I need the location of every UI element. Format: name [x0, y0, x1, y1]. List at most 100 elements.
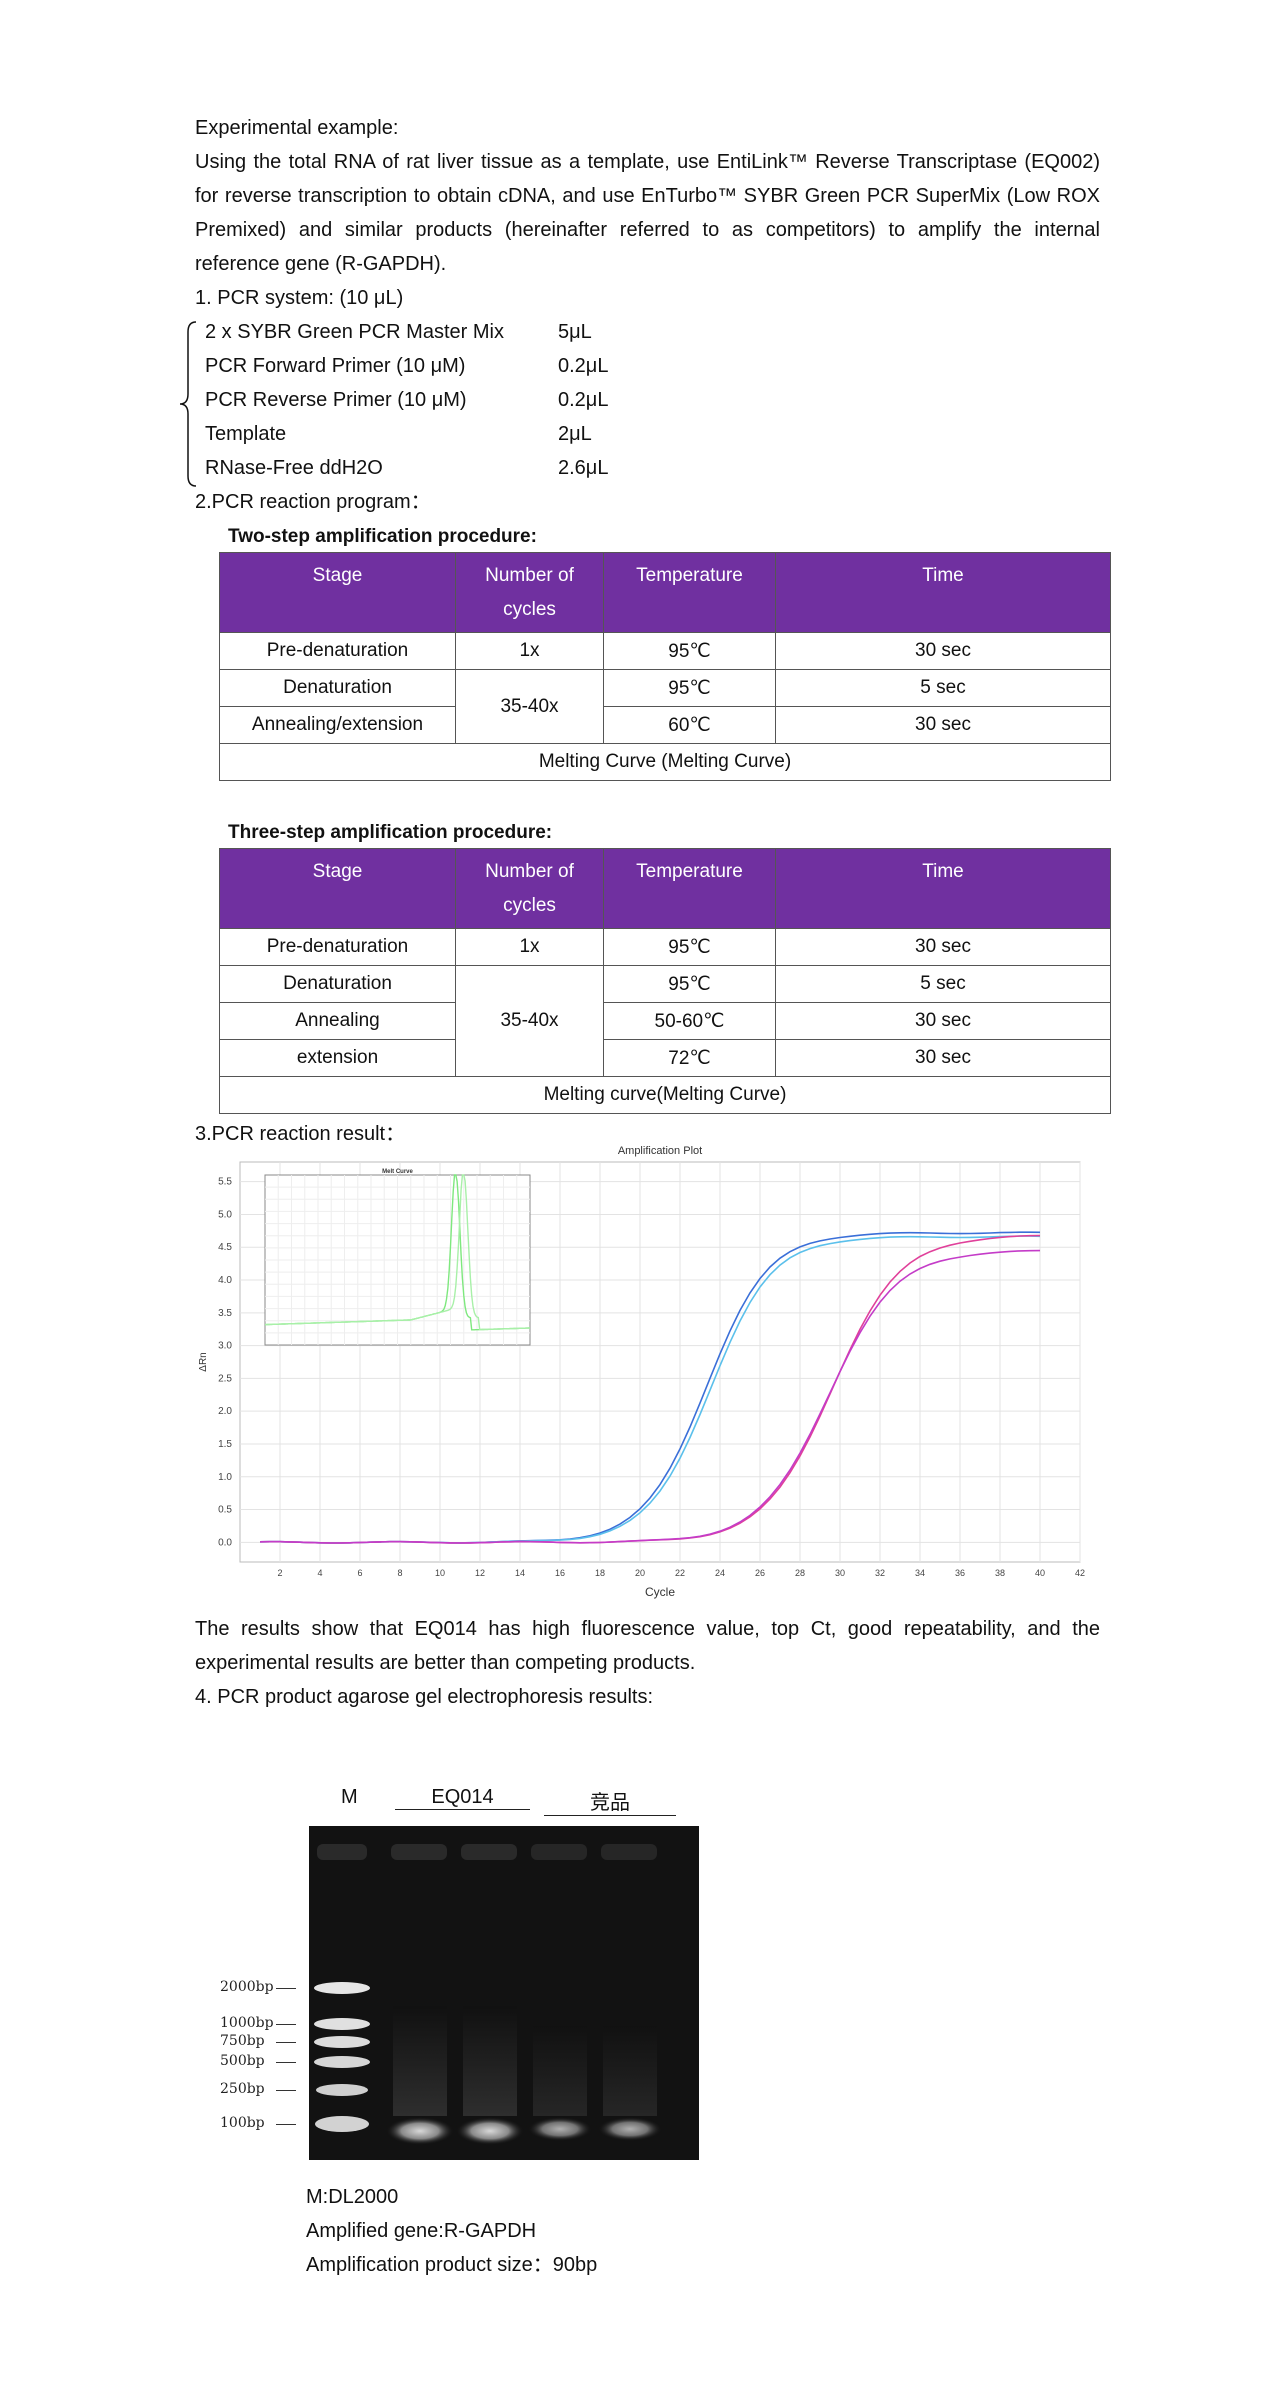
y-tick-label: 1.5	[218, 1439, 232, 1450]
header-cycles: Number of cycles	[455, 552, 604, 633]
table-row: Annealing/extension 60℃ 30 sec	[219, 706, 1111, 744]
y-tick-label: 1.0	[218, 1472, 232, 1483]
result-heading: 3.PCR reaction result：	[195, 1123, 406, 1145]
pcr-component-name: 2 x SYBR Green PCR Master Mix	[205, 321, 504, 343]
cell-time: 5 sec	[775, 965, 1111, 1003]
marker-label: 750bp	[220, 2033, 265, 2049]
lane-label-competitor: 竞品	[544, 1786, 676, 1816]
y-tick-label: 5.0	[218, 1209, 232, 1220]
x-tick-label: 36	[955, 1568, 965, 1578]
pcr-component-name: Template	[205, 423, 287, 445]
marker-tick	[276, 2090, 296, 2091]
gel-caption-marker: M:DL2000	[306, 2186, 399, 2208]
cell-time: 5 sec	[775, 669, 1111, 707]
marker-label: 1000bp	[220, 2015, 274, 2031]
lane-label-eq014: EQ014	[395, 1786, 530, 1810]
pcr-system-heading: 1. PCR system: (10 μL)	[195, 287, 404, 309]
y-tick-label: 4.5	[218, 1242, 232, 1253]
x-tick-label: 34	[915, 1568, 925, 1578]
gel-caption-gene: Amplified gene:R-GAPDH	[306, 2220, 537, 2242]
gel-heading: 4. PCR product agarose gel electrophores…	[195, 1686, 654, 1708]
header-stage: Stage	[219, 552, 456, 633]
sample-smears	[393, 2006, 657, 2116]
header-temperature: Temperature	[603, 848, 776, 929]
cell-cycles: 1x	[455, 632, 604, 670]
marker-label: 500bp	[220, 2053, 265, 2069]
three-step-table: Stage Number of cycles Temperature Time …	[219, 848, 1111, 1114]
cell-cycles: 35-40x	[455, 669, 604, 744]
chart-title: Amplification Plot	[618, 1145, 702, 1157]
x-tick-label: 2	[277, 1568, 282, 1578]
x-tick-label: 40	[1035, 1568, 1045, 1578]
pcr-component-amount: 0.2μL	[558, 355, 609, 377]
series-line	[259, 1249, 1041, 1544]
cell-stage: Pre-denaturation	[219, 632, 456, 670]
inset-title: Melt Curve	[382, 1169, 413, 1175]
header-time: Time	[775, 848, 1111, 929]
pcr-component-amount: 0.2μL	[558, 389, 609, 411]
y-tick-label: 2.5	[218, 1373, 232, 1384]
x-tick-label: 38	[995, 1568, 1005, 1578]
cell-stage: Annealing	[219, 1002, 456, 1040]
table-row: extension 72℃ 30 sec	[219, 1039, 1111, 1077]
three-step-title: Three-step amplification procedure:	[228, 822, 553, 843]
y-axis-label: ΔRn	[198, 1352, 209, 1371]
x-tick-label: 20	[635, 1568, 645, 1578]
x-tick-label: 4	[317, 1568, 322, 1578]
cell-footer: Melting Curve (Melting Curve)	[219, 743, 1111, 781]
melt-curve-line	[265, 1174, 530, 1331]
product-bands	[386, 2117, 662, 2145]
cell-time: 30 sec	[775, 1039, 1111, 1077]
cell-time: 30 sec	[775, 632, 1111, 670]
intro-heading: Experimental example:	[195, 117, 399, 139]
cell-time: 30 sec	[775, 928, 1111, 966]
header-stage: Stage	[219, 848, 456, 929]
x-tick-label: 14	[515, 1568, 525, 1578]
y-tick-label: 3.0	[218, 1341, 232, 1352]
marker-tick	[276, 1988, 296, 1989]
header-temperature: Temperature	[603, 552, 776, 633]
x-tick-label: 10	[435, 1568, 445, 1578]
marker-label: 250bp	[220, 2081, 265, 2097]
x-tick-label: 16	[555, 1568, 565, 1578]
y-tick-label: 2.0	[218, 1406, 232, 1417]
pcr-component-amount: 5μL	[558, 321, 592, 343]
brace-icon	[179, 321, 197, 487]
two-step-table: Stage Number of cycles Temperature Time …	[219, 552, 1111, 781]
x-tick-label: 30	[835, 1568, 845, 1578]
table-footer-row: Melting Curve (Melting Curve)	[219, 743, 1111, 781]
cell-temp: 60℃	[603, 706, 776, 744]
cell-footer: Melting curve(Melting Curve)	[219, 1076, 1111, 1114]
marker-tick	[276, 2062, 296, 2063]
x-tick-label: 18	[595, 1568, 605, 1578]
x-tick-label: 22	[675, 1568, 685, 1578]
intro-paragraph: Using the total RNA of rat liver tissue …	[195, 151, 1100, 275]
x-tick-label: 32	[875, 1568, 885, 1578]
y-tick-label: 0.0	[218, 1537, 232, 1548]
x-tick-label: 28	[795, 1568, 805, 1578]
pcr-component-amount: 2μL	[558, 423, 592, 445]
pcr-component-amount: 2.6μL	[558, 457, 609, 479]
table-row: Denaturation 35-40x 95℃ 5 sec	[219, 965, 1111, 1077]
y-tick-label: 0.5	[218, 1505, 232, 1516]
cell-temp: 95℃	[603, 669, 776, 707]
x-tick-label: 12	[475, 1568, 485, 1578]
cell-time: 30 sec	[775, 706, 1111, 744]
cell-cycles: 1x	[455, 928, 604, 966]
cell-stage: Pre-denaturation	[219, 928, 456, 966]
result-conclusion: The results show that EQ014 has high flu…	[195, 1618, 1100, 1674]
cell-temp: 95℃	[603, 632, 776, 670]
y-tick-label: 5.5	[218, 1177, 232, 1188]
header-time: Time	[775, 552, 1111, 633]
cell-stage: Annealing/extension	[219, 706, 456, 744]
x-tick-label: 42	[1075, 1568, 1085, 1578]
y-tick-label: 4.0	[218, 1275, 232, 1286]
x-tick-label: 24	[715, 1568, 725, 1578]
marker-bands	[314, 1982, 370, 2132]
cell-stage: Denaturation	[219, 669, 456, 707]
marker-tick	[276, 2124, 296, 2125]
pcr-component-name: RNase-Free ddH2O	[205, 457, 383, 479]
cell-time: 30 sec	[775, 1002, 1111, 1040]
pcr-component-name: PCR Reverse Primer (10 μM)	[205, 389, 467, 411]
table-row: Pre-denaturation 1x 95℃ 30 sec	[219, 928, 1111, 966]
